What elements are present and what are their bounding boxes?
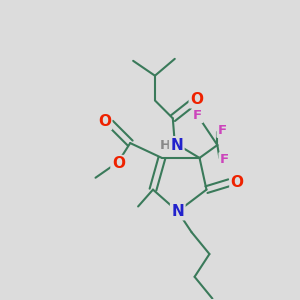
Text: O: O <box>190 92 203 107</box>
Text: O: O <box>231 175 244 190</box>
Text: F: F <box>220 153 229 167</box>
Text: N: N <box>170 137 183 152</box>
Text: F: F <box>193 109 202 122</box>
Text: N: N <box>171 204 184 219</box>
Text: O: O <box>98 114 111 129</box>
Text: H: H <box>159 139 170 152</box>
Text: O: O <box>112 156 125 171</box>
Text: F: F <box>218 124 227 137</box>
